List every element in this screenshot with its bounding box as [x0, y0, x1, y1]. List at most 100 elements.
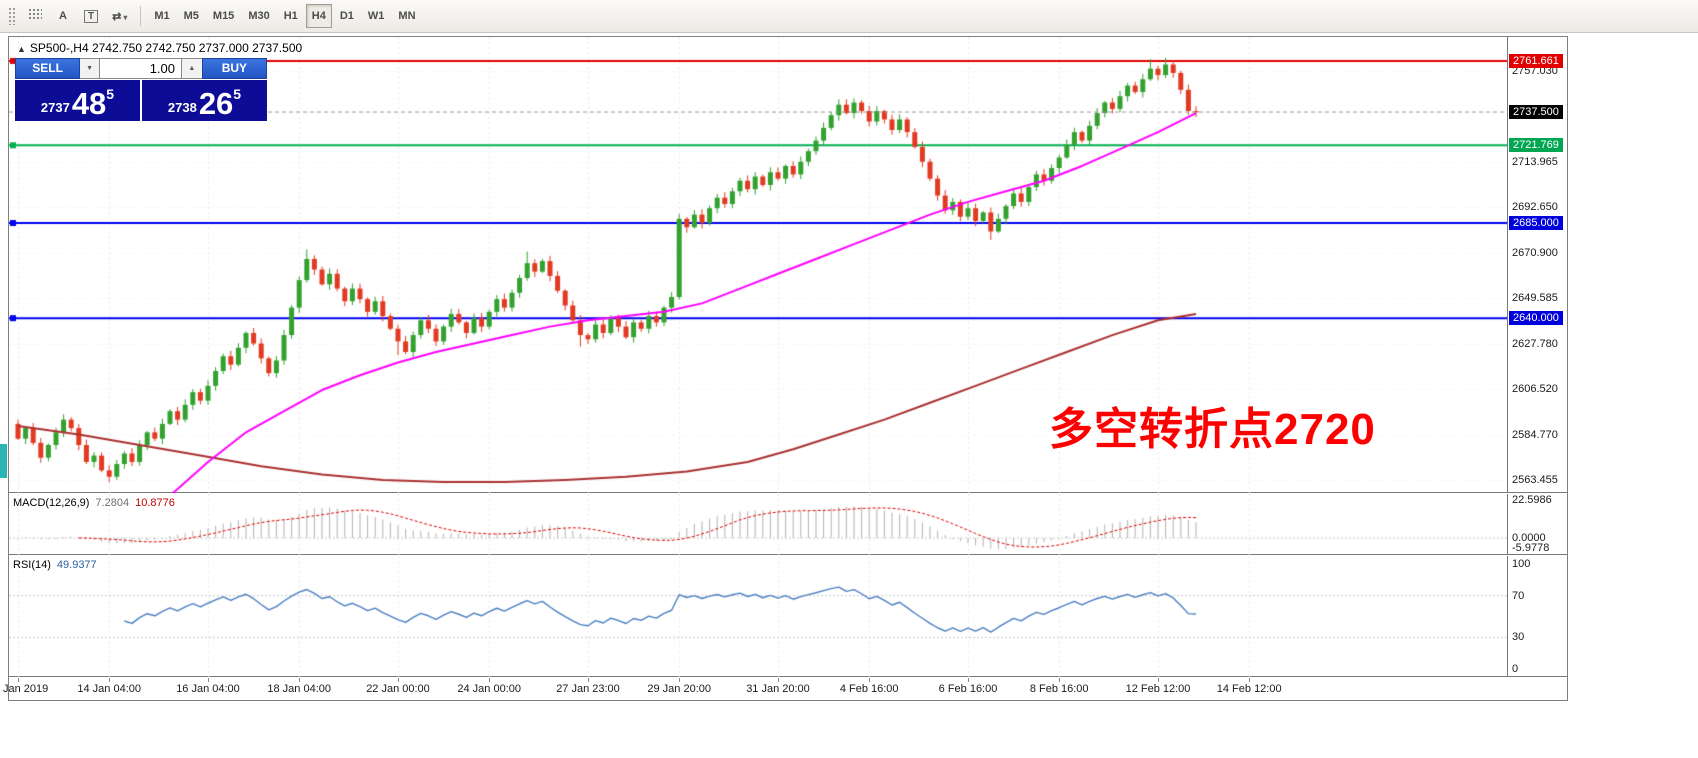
- time-axis-label: 27 Jan 23:00: [556, 683, 620, 695]
- price-axis-label: 2606.520: [1512, 382, 1558, 395]
- chevron-down-icon: ▾: [123, 12, 128, 22]
- price-axis-label: 2584.770: [1512, 428, 1558, 441]
- sell-price-big: 48: [71, 86, 107, 122]
- time-axis-label: 22 Jan 00:00: [366, 683, 430, 695]
- timeframe-button-M30[interactable]: M30: [242, 4, 275, 28]
- timeframe-button-M5[interactable]: M5: [178, 4, 205, 28]
- timeframe-button-MN[interactable]: MN: [392, 4, 421, 28]
- timeframe-button-D1[interactable]: D1: [334, 4, 360, 28]
- timeframe-button-H1[interactable]: H1: [278, 4, 304, 28]
- toolbar-separator: [140, 6, 142, 26]
- time-axis-label: 18 Jan 04:00: [267, 683, 331, 695]
- rsi-label: RSI(14) 49.9377: [13, 559, 97, 571]
- rsi-axis-label: 0: [1512, 662, 1519, 675]
- letter-a-icon: A: [59, 10, 67, 22]
- buy-button[interactable]: BUY: [201, 58, 267, 79]
- buy-price-big: 26: [198, 86, 234, 122]
- symbol-header: ▲ SP500-,H4 2742.750 2742.750 2737.000 27…: [17, 41, 302, 55]
- time-axis-label: 14 Jan 04:00: [77, 683, 141, 695]
- trade-prices-row: 2737 48 5 2738 26 5: [15, 80, 267, 121]
- time-axis-tick: [679, 678, 680, 682]
- time-axis-label: 24 Jan 00:00: [457, 683, 521, 695]
- macd-signal-value: 10.8776: [135, 497, 175, 509]
- chart-window: 2757.030 2713.965 2692.650 2670.900 2649.585…: [0, 36, 1568, 701]
- price-axis-label: 2649.585: [1512, 291, 1558, 304]
- price-axis-label: 2713.965: [1512, 155, 1558, 168]
- dotted-grid-icon: [28, 8, 42, 21]
- time-axis-tick: [869, 678, 870, 682]
- price-tag-label: 2721.769: [1509, 138, 1563, 153]
- sell-price-sup: 5: [106, 86, 115, 102]
- price-pane: 2757.030 2713.965 2692.650 2670.900 2649.585…: [9, 37, 1567, 493]
- rsi-title: RSI(14): [13, 559, 51, 571]
- current-price-tag: 2737.500: [1509, 105, 1563, 120]
- macd-axis-label: 22.5986: [1512, 493, 1552, 506]
- boxed-t-icon: T: [84, 10, 99, 23]
- macd-axis-label: -5.9778: [1512, 542, 1550, 555]
- time-axis-tick: [968, 678, 969, 682]
- sell-button[interactable]: SELL: [15, 58, 81, 79]
- timeframe-button-M1[interactable]: M1: [148, 4, 175, 28]
- time-axis-label: 4 Feb 16:00: [839, 683, 899, 695]
- sell-price-prefix: 2737: [40, 100, 70, 115]
- price-tag-label: 2761.661: [1509, 53, 1563, 68]
- price-axis-label: 2670.900: [1512, 246, 1558, 259]
- price-axis-label: 2563.455: [1512, 473, 1558, 486]
- timeframe-button-W1[interactable]: W1: [362, 4, 391, 28]
- object-tools-button[interactable]: ⇄ ▾: [106, 4, 133, 28]
- label-tool-button[interactable]: A: [50, 4, 76, 28]
- price-tag-label: 2640.000: [1509, 311, 1563, 326]
- macd-label: MACD(12,26,9) 7.2804 10.8776: [13, 497, 175, 509]
- time-axis[interactable]: 10 Jan 2019 14 Jan 04:00 16 Jan 04:00 18 Ja…: [0, 678, 1567, 700]
- macd-axis: 22.5986 0.0000 -5.9778: [1507, 494, 1567, 554]
- time-axis-label: 12 Feb 12:00: [1125, 683, 1191, 695]
- time-axis-label: 16 Jan 04:00: [176, 683, 240, 695]
- time-axis-label: 29 Jan 20:00: [647, 683, 711, 695]
- buy-price-panel[interactable]: 2738 26 5: [142, 80, 267, 121]
- rsi-axis: 100 70 30 0: [1507, 556, 1567, 676]
- macd-title: MACD(12,26,9): [13, 497, 90, 509]
- trade-controls-row: SELL ▼ ▲ BUY: [15, 58, 267, 79]
- time-axis-label: 6 Feb 16:00: [938, 683, 998, 695]
- timeframe-button-M15[interactable]: M15: [207, 4, 240, 28]
- text-tool-button[interactable]: T: [78, 4, 104, 28]
- price-axis-label: 2692.650: [1512, 200, 1558, 213]
- rsi-value: 49.9377: [56, 559, 97, 571]
- time-axis-label: 8 Feb 16:00: [1029, 683, 1089, 695]
- rsi-axis-label: 100: [1512, 558, 1531, 571]
- time-axis-tick: [1158, 678, 1159, 682]
- toolbar: A T ⇄ ▾ M1 M5 M15 M30 H1 H4 D1 W1 MN: [0, 0, 1698, 33]
- time-axis-tick: [1059, 678, 1060, 682]
- volume-increase-button[interactable]: ▲: [182, 58, 202, 79]
- rsi-pane: 100 70 30 0 RSI(14) 49.9377: [9, 556, 1567, 677]
- price-axis: 2757.030 2713.965 2692.650 2670.900 2649.585…: [1507, 37, 1567, 492]
- sell-price-panel[interactable]: 2737 48 5: [15, 80, 140, 121]
- time-axis-tick: [18, 678, 19, 682]
- macd-axis-label: 0.0000: [1512, 532, 1546, 545]
- rsi-axis-label: 30: [1512, 631, 1525, 644]
- indicators-grid-button[interactable]: [22, 4, 48, 28]
- buy-price-sup: 5: [233, 86, 242, 102]
- time-axis-label: 14 Feb 12:00: [1216, 683, 1282, 695]
- time-axis-tick: [778, 678, 779, 682]
- toolbar-grip-handle[interactable]: [8, 7, 17, 25]
- one-click-trade-widget: SELL ▼ ▲ BUY 2737 48 5 2738 26 5: [15, 58, 267, 121]
- collapse-panel-icon[interactable]: ▲: [17, 44, 26, 54]
- buy-price-prefix: 2738: [167, 100, 197, 115]
- time-axis-tick: [398, 678, 399, 682]
- volume-decrease-button[interactable]: ▼: [80, 58, 100, 79]
- macd-pane: 22.5986 0.0000 -5.9778 MACD(12,26,9) 7.2804…: [9, 494, 1567, 555]
- time-axis-label: 10 Jan 2019: [0, 683, 49, 695]
- chart-text-annotation[interactable]: 多空转折点2720: [1049, 405, 1376, 454]
- volume-input[interactable]: [100, 58, 182, 79]
- timeframe-buttons: M1 M5 M15 M30 H1 H4 D1 W1 MN: [147, 4, 422, 28]
- time-axis-tick: [1249, 678, 1250, 682]
- time-axis-tick: [109, 678, 110, 682]
- price-axis-label: 2627.780: [1512, 338, 1558, 350]
- rsi-chart-canvas[interactable]: [9, 556, 1507, 677]
- timeframe-button-H4[interactable]: H4: [305, 4, 332, 28]
- arrows-icon: ⇄: [112, 10, 122, 23]
- docked-window-edge: [0, 444, 7, 478]
- macd-chart-canvas[interactable]: [9, 494, 1507, 555]
